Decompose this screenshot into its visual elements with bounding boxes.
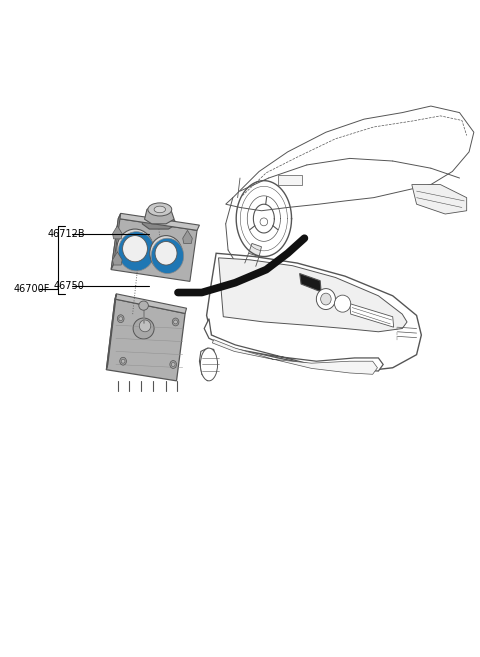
Ellipse shape <box>139 320 151 332</box>
Ellipse shape <box>335 295 351 312</box>
Ellipse shape <box>120 357 126 365</box>
Ellipse shape <box>174 320 178 324</box>
Text: 46750: 46750 <box>54 281 85 291</box>
Ellipse shape <box>151 238 184 273</box>
Ellipse shape <box>171 363 175 367</box>
Polygon shape <box>206 253 421 371</box>
Polygon shape <box>144 204 174 224</box>
Ellipse shape <box>260 218 268 226</box>
Ellipse shape <box>117 315 124 323</box>
Ellipse shape <box>155 242 177 265</box>
Ellipse shape <box>172 318 179 326</box>
Ellipse shape <box>139 301 148 310</box>
Ellipse shape <box>118 232 155 271</box>
Polygon shape <box>113 226 122 239</box>
Polygon shape <box>278 175 302 185</box>
Polygon shape <box>118 214 199 231</box>
Polygon shape <box>183 231 192 244</box>
Polygon shape <box>212 340 377 374</box>
Polygon shape <box>111 214 120 269</box>
Ellipse shape <box>119 317 122 321</box>
Polygon shape <box>142 215 177 229</box>
Ellipse shape <box>148 203 172 216</box>
Polygon shape <box>107 294 116 370</box>
Ellipse shape <box>200 348 217 381</box>
Polygon shape <box>226 106 474 211</box>
Ellipse shape <box>316 288 336 309</box>
Text: 46712B: 46712B <box>47 229 85 238</box>
Polygon shape <box>115 294 187 313</box>
Ellipse shape <box>133 318 154 339</box>
Ellipse shape <box>150 236 182 271</box>
Polygon shape <box>204 319 383 371</box>
Polygon shape <box>300 273 321 292</box>
Polygon shape <box>412 185 467 214</box>
Ellipse shape <box>154 206 166 213</box>
Polygon shape <box>218 258 407 332</box>
Polygon shape <box>107 299 185 381</box>
Polygon shape <box>249 244 262 256</box>
Ellipse shape <box>122 236 147 261</box>
Ellipse shape <box>321 293 331 305</box>
Ellipse shape <box>170 361 177 369</box>
Ellipse shape <box>121 359 125 363</box>
Polygon shape <box>113 252 122 265</box>
Ellipse shape <box>117 229 153 268</box>
Polygon shape <box>111 219 197 281</box>
Polygon shape <box>350 304 394 327</box>
Polygon shape <box>199 348 216 381</box>
Text: 46700F: 46700F <box>13 284 50 294</box>
